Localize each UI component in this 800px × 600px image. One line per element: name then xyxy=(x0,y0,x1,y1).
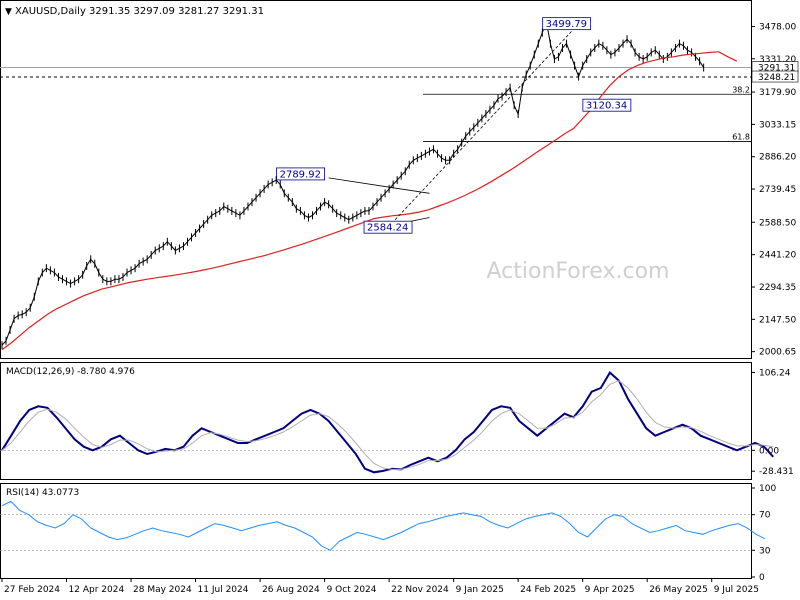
price-axis-label: 2294.35 xyxy=(759,283,796,293)
watermark: ActionForex.com xyxy=(487,259,670,284)
price-axis-label: 3478.00 xyxy=(759,22,796,32)
price-axis-label: 3331.20 xyxy=(759,55,796,65)
macd-panel-frame xyxy=(0,362,752,480)
rsi-panel-frame xyxy=(0,483,752,579)
price-axis: 3478.00 3331.20 3179.90 3033.15 2886.20 2739.… xyxy=(751,22,799,358)
fib-label: 38.2 xyxy=(732,85,750,94)
x-axis-label: 9 Apr 2025 xyxy=(585,585,635,595)
x-axis-label: 9 Jan 2025 xyxy=(456,585,504,595)
annotation-label: 3499.79 xyxy=(546,19,587,30)
trend-line-dashed xyxy=(394,21,581,220)
x-axis-label: 12 Apr 2024 xyxy=(69,585,125,595)
header-ohlc: 3291.35 3297.09 3281.27 3291.31 xyxy=(89,6,264,17)
price-axis-label: 3033.15 xyxy=(759,120,796,130)
price-panel-frame xyxy=(0,0,752,359)
x-axis-label: 11 Jul 2024 xyxy=(198,585,249,595)
macd-axis-label: -28.431 xyxy=(759,467,794,477)
price-axis-label: 2588.50 xyxy=(759,218,796,228)
macd-axis-label: 0.00 xyxy=(759,446,779,456)
header-arrow: ▼ xyxy=(5,7,12,17)
header: ▼ XAUUSD,Daily 3291.35 3297.09 3281.27 3… xyxy=(5,6,264,17)
rsi-line xyxy=(1,500,766,551)
x-axis: 27 Feb 2024 12 Apr 2024 28 May 2024 11 Jul … xyxy=(1,578,759,595)
annotation-box xyxy=(276,167,325,181)
price-horizontal-lines xyxy=(0,67,751,78)
ma-line xyxy=(1,51,738,351)
x-axis-label: 27 Feb 2024 xyxy=(4,585,60,595)
x-axis-label: 9 Jul 2025 xyxy=(714,585,759,595)
fibonacci-levels: 38.2 61.8 xyxy=(423,85,751,142)
macd-axis-label: 106.24 xyxy=(759,368,791,378)
x-axis-label: 9 Oct 2024 xyxy=(327,585,377,595)
price-annotations: 3499.79 2789.92 2584.24 3120.34 xyxy=(276,17,632,234)
rsi-axis-label: 100 xyxy=(759,484,776,494)
rsi-title: RSI(14) 43.0773 xyxy=(6,488,79,498)
header-symbol: XAUUSD,Daily xyxy=(15,6,86,17)
annotation-box xyxy=(582,98,632,112)
macd-signal-line xyxy=(1,380,774,470)
macd-line xyxy=(1,371,774,474)
macd-series xyxy=(0,371,774,474)
rsi-series xyxy=(0,500,766,551)
x-axis-label: 24 Feb 2025 xyxy=(520,585,576,595)
macd-title: MACD(12,26,9) -8.780 4.976 xyxy=(6,367,135,377)
price-tag-box xyxy=(751,70,799,83)
price-axis-label: 2441.20 xyxy=(759,251,796,261)
price-axis-label: 2739.45 xyxy=(759,185,796,195)
rsi-axis-label: 0 xyxy=(759,573,765,583)
price-line xyxy=(1,19,705,346)
annotation-label: 2584.24 xyxy=(367,223,408,234)
price-axis-label: 2147.50 xyxy=(759,315,796,325)
triangle-upper xyxy=(328,177,430,194)
price-axis-label: 3179.90 xyxy=(759,88,796,98)
x-axis-label: 28 May 2024 xyxy=(133,585,192,595)
price-tag: 3291.31 xyxy=(758,64,795,74)
fib-label: 61.8 xyxy=(732,133,750,142)
x-axis-label: 26 Aug 2024 xyxy=(262,585,320,595)
rsi-axis-label: 30 xyxy=(759,546,771,556)
annotation-box xyxy=(363,220,413,234)
price-axis-label: 2000.65 xyxy=(759,348,796,358)
macd-axis: 106.24 0.00 -28.431 xyxy=(751,368,794,477)
price-tag: 3248.21 xyxy=(758,73,795,83)
x-axis-label: 26 May 2025 xyxy=(649,585,708,595)
x-axis-label: 22 Nov 2024 xyxy=(391,585,449,595)
rsi-axis: 100 70 30 0 xyxy=(751,484,776,583)
price-axis-label: 2886.20 xyxy=(759,153,796,163)
annotation-box xyxy=(542,17,592,31)
annotation-label: 2789.92 xyxy=(280,169,321,180)
annotation-label: 3120.34 xyxy=(586,101,627,112)
rsi-axis-label: 70 xyxy=(759,511,771,521)
price-series xyxy=(1,17,738,351)
